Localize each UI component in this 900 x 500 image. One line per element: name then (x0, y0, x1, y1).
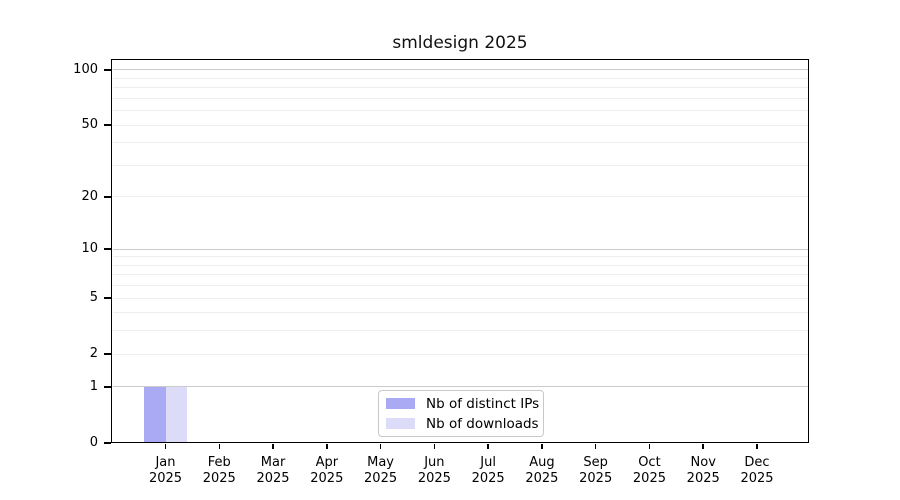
plot-frame (111, 59, 809, 443)
y-tick-label-2: 2 (89, 346, 98, 362)
x-tick-may (379, 443, 382, 449)
gridline-minor-50 (112, 124, 809, 126)
gridline-major-100 (112, 69, 809, 71)
x-tick-month: Oct (638, 455, 661, 470)
x-tick-year: 2025 (310, 470, 344, 486)
gridline-major-10 (112, 248, 809, 250)
y-tick-label-1: 1 (89, 378, 98, 394)
legend-swatch-icon (386, 398, 415, 409)
x-tick-label-nov: Nov 2025 (671, 455, 735, 486)
chart-title: smldesign 2025 (392, 33, 528, 53)
gridline-minor-30 (112, 164, 809, 166)
gridline-minor-60 (112, 110, 809, 112)
x-tick-year: 2025 (471, 470, 505, 486)
x-tick-label-sep: Sep 2025 (564, 455, 628, 486)
x-tick-label-aug: Aug 2025 (510, 455, 574, 486)
x-tick-label-jul: Jul 2025 (456, 455, 520, 486)
x-tick-year: 2025 (632, 470, 666, 486)
x-tick-month: Jul (480, 455, 496, 470)
y-tick-1 (104, 386, 111, 388)
legend-swatch-icon (386, 418, 415, 429)
gridline-minor-5 (112, 297, 809, 299)
x-tick-jul (487, 443, 489, 449)
y-tick-label-100: 100 (73, 61, 98, 77)
x-tick-label-apr: Apr 2025 (295, 455, 359, 486)
legend-label: Nb of downloads (426, 415, 539, 432)
y-tick-label-5: 5 (89, 290, 98, 306)
x-tick-label-mar: Mar 2025 (241, 455, 305, 486)
x-tick-label-oct: Oct 2025 (617, 455, 681, 486)
x-tick-month: Sep (583, 455, 608, 470)
y-tick-5 (104, 297, 111, 299)
x-tick-year: 2025 (256, 470, 290, 486)
gridline-minor-6 (112, 285, 809, 287)
x-tick-month: May (367, 455, 395, 470)
y-tick-label-0: 0 (89, 435, 98, 450)
y-tick-50 (104, 124, 111, 126)
x-tick-month: Nov (690, 455, 716, 470)
x-tick-month: Jan (155, 455, 176, 470)
x-tick-year: 2025 (148, 470, 183, 486)
x-tick-label-jun: Jun 2025 (402, 455, 466, 486)
y-tick-100 (104, 69, 111, 71)
bar-nb-of-distinct-ips-jan (144, 386, 166, 443)
gridline-minor-20 (112, 196, 809, 198)
x-tick-month: Aug (529, 455, 555, 470)
gridline-minor-2 (112, 353, 809, 355)
y-tick-label-10: 10 (81, 241, 98, 257)
legend-item: Nb of distinct IPs (386, 394, 539, 414)
x-tick-month: Apr (315, 455, 339, 470)
x-tick-year: 2025 (525, 470, 559, 486)
legend-label: Nb of distinct IPs (426, 395, 540, 412)
x-tick-year: 2025 (686, 470, 720, 486)
x-tick-year: 2025 (740, 470, 774, 486)
x-tick-feb (218, 443, 221, 449)
x-tick-mar (272, 443, 274, 449)
x-tick-sep (594, 443, 597, 449)
y-tick-20 (104, 196, 111, 198)
x-tick-year: 2025 (579, 470, 613, 486)
legend: Nb of distinct IPs Nb of downloads (378, 390, 544, 437)
x-tick-label-feb: Feb 2025 (187, 455, 251, 486)
x-tick-label-dec: Dec 2025 (725, 455, 789, 486)
gridline-minor-3 (112, 330, 809, 332)
legend-item: Nb of downloads (386, 414, 539, 434)
y-tick-0 (104, 442, 111, 444)
bar-nb-of-downloads-jan (165, 386, 187, 443)
x-tick-year: 2025 (364, 470, 398, 486)
x-tick-month: Dec (744, 455, 770, 470)
x-tick-label-jan: Jan 2025 (134, 455, 198, 486)
gridline-major-1 (112, 386, 809, 388)
x-tick-jan (164, 443, 167, 449)
y-tick-10 (104, 248, 111, 250)
gridline-minor-8 (112, 264, 809, 266)
x-tick-year: 2025 (417, 470, 451, 486)
y-tick-label-50: 50 (81, 117, 98, 133)
x-tick-month: Jun (424, 455, 445, 470)
y-tick-label-20: 20 (81, 188, 98, 204)
x-tick-month: Mar (260, 455, 286, 470)
gridline-minor-80 (112, 87, 809, 89)
gridline-minor-90 (112, 77, 809, 79)
gridline-minor-40 (112, 142, 809, 144)
x-tick-dec (756, 443, 758, 449)
x-tick-apr (326, 443, 328, 449)
gridline-minor-70 (112, 97, 809, 99)
x-tick-year: 2025 (202, 470, 236, 486)
y-tick-2 (104, 353, 111, 355)
x-tick-oct (648, 443, 651, 449)
x-tick-nov (702, 443, 704, 449)
x-tick-month: Feb (207, 455, 231, 470)
x-tick-aug (541, 443, 543, 449)
gridline-minor-9 (112, 256, 809, 258)
gridline-minor-4 (112, 312, 809, 314)
x-tick-label-may: May 2025 (349, 455, 413, 486)
gridline-minor-7 (112, 274, 809, 276)
x-tick-jun (433, 443, 436, 449)
